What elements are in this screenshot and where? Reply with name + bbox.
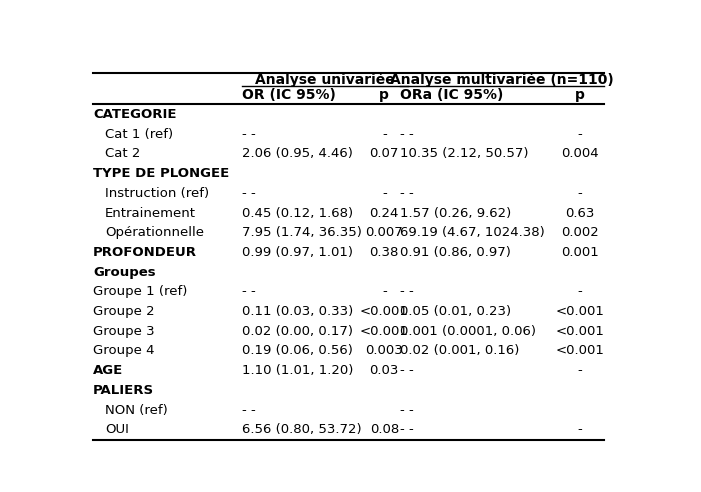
Text: 0.63: 0.63 (565, 207, 594, 219)
Text: NON (ref): NON (ref) (105, 403, 168, 417)
Text: 7.95 (1.74, 36.35): 7.95 (1.74, 36.35) (243, 226, 362, 239)
Text: 0.02 (0.001, 0.16): 0.02 (0.001, 0.16) (400, 344, 519, 358)
Text: - -: - - (400, 423, 414, 436)
Text: <0.001: <0.001 (360, 305, 409, 318)
Text: Cat 1 (ref): Cat 1 (ref) (105, 128, 173, 141)
Text: 0.003: 0.003 (365, 344, 403, 358)
Text: - -: - - (400, 285, 414, 298)
Text: 69.19 (4.67, 1024.38): 69.19 (4.67, 1024.38) (400, 226, 545, 239)
Text: 0.007: 0.007 (365, 226, 403, 239)
Text: Groupe 4: Groupe 4 (93, 344, 154, 358)
Text: 0.38: 0.38 (369, 246, 399, 259)
Text: -: - (578, 423, 583, 436)
Text: 1.10 (1.01, 1.20): 1.10 (1.01, 1.20) (243, 364, 354, 377)
Text: Opérationnelle: Opérationnelle (105, 226, 204, 239)
Text: 6.56 (0.80, 53.72): 6.56 (0.80, 53.72) (243, 423, 362, 436)
Text: Analyse univariée: Analyse univariée (255, 73, 395, 88)
Text: 0.11 (0.03, 0.33): 0.11 (0.03, 0.33) (243, 305, 354, 318)
Text: AGE: AGE (93, 364, 123, 377)
Text: <0.001: <0.001 (360, 325, 409, 338)
Text: <0.001: <0.001 (555, 325, 604, 338)
Text: -: - (578, 187, 583, 200)
Text: -: - (382, 187, 387, 200)
Text: 0.07: 0.07 (369, 148, 399, 160)
Text: Instruction (ref): Instruction (ref) (105, 187, 209, 200)
Text: 1.57 (0.26, 9.62): 1.57 (0.26, 9.62) (400, 207, 511, 219)
Text: PALIERS: PALIERS (93, 384, 154, 397)
Text: - -: - - (400, 128, 414, 141)
Text: - -: - - (400, 364, 414, 377)
Text: 0.19 (0.06, 0.56): 0.19 (0.06, 0.56) (243, 344, 353, 358)
Text: - -: - - (400, 187, 414, 200)
Text: TYPE DE PLONGEE: TYPE DE PLONGEE (93, 167, 229, 180)
Text: -: - (382, 285, 387, 298)
Text: - -: - - (243, 128, 256, 141)
Text: <0.001: <0.001 (555, 305, 604, 318)
Text: Groupe 1 (ref): Groupe 1 (ref) (93, 285, 187, 298)
Text: Analyse multivariée (n=110): Analyse multivariée (n=110) (390, 73, 614, 88)
Text: - -: - - (243, 285, 256, 298)
Text: - -: - - (400, 403, 414, 417)
Text: 10.35 (2.12, 50.57): 10.35 (2.12, 50.57) (400, 148, 529, 160)
Text: 0.99 (0.97, 1.01): 0.99 (0.97, 1.01) (243, 246, 353, 259)
Text: CATEGORIE: CATEGORIE (93, 108, 177, 121)
Text: Groupes: Groupes (93, 266, 156, 278)
Text: ORa (IC 95%): ORa (IC 95%) (400, 88, 503, 102)
Text: OUI: OUI (105, 423, 129, 436)
Text: 0.004: 0.004 (561, 148, 599, 160)
Text: 0.45 (0.12, 1.68): 0.45 (0.12, 1.68) (243, 207, 353, 219)
Text: 0.91 (0.86, 0.97): 0.91 (0.86, 0.97) (400, 246, 511, 259)
Text: 0.05 (0.01, 0.23): 0.05 (0.01, 0.23) (400, 305, 511, 318)
Text: Cat 2: Cat 2 (105, 148, 140, 160)
Text: 0.002: 0.002 (561, 226, 599, 239)
Text: -: - (578, 128, 583, 141)
Text: 0.001 (0.0001, 0.06): 0.001 (0.0001, 0.06) (400, 325, 536, 338)
Text: - -: - - (243, 187, 256, 200)
Text: Groupe 3: Groupe 3 (93, 325, 155, 338)
Text: 0.001: 0.001 (561, 246, 599, 259)
Text: 0.02 (0.00, 0.17): 0.02 (0.00, 0.17) (243, 325, 353, 338)
Text: <0.001: <0.001 (555, 344, 604, 358)
Text: PROFONDEUR: PROFONDEUR (93, 246, 197, 259)
Text: p: p (379, 88, 389, 102)
Text: - -: - - (243, 403, 256, 417)
Text: -: - (578, 364, 583, 377)
Text: Entrainement: Entrainement (105, 207, 196, 219)
Text: OR (IC 95%): OR (IC 95%) (243, 88, 336, 102)
Text: -: - (578, 285, 583, 298)
Text: 0.08: 0.08 (369, 423, 399, 436)
Text: 0.03: 0.03 (369, 364, 399, 377)
Text: -: - (382, 128, 387, 141)
Text: 2.06 (0.95, 4.46): 2.06 (0.95, 4.46) (243, 148, 353, 160)
Text: 0.24: 0.24 (369, 207, 399, 219)
Text: Groupe 2: Groupe 2 (93, 305, 155, 318)
Text: p: p (575, 88, 585, 102)
